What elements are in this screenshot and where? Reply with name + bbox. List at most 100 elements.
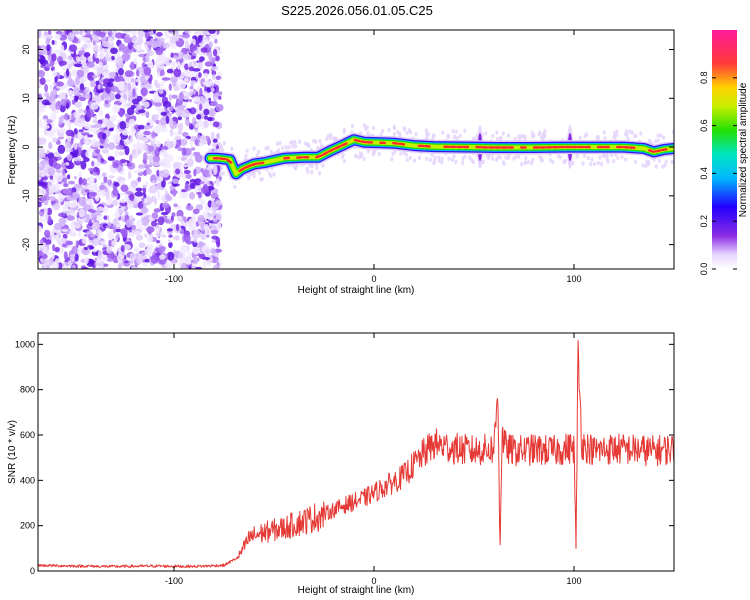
noise-blob (39, 239, 44, 245)
halo-dot (362, 156, 366, 161)
halo-dot (447, 134, 451, 139)
noise-blob (133, 230, 141, 236)
noise-blob (40, 159, 50, 165)
noise-blob (164, 261, 173, 268)
noise-blob (127, 232, 135, 238)
halo-dot (454, 129, 458, 134)
noise-blob (188, 221, 197, 231)
noise-blob (92, 248, 98, 253)
noise-blob (216, 133, 220, 140)
noise-blob (170, 52, 174, 58)
halo-dot (630, 130, 634, 135)
halo-dot (624, 157, 628, 162)
noise-blob (49, 112, 57, 122)
noise-blob (177, 122, 184, 132)
noise-blob (38, 182, 46, 187)
noise-blob (187, 91, 193, 97)
noise-blob (99, 240, 106, 245)
noise-blob (131, 149, 137, 156)
noise-blob (40, 260, 46, 264)
halo-dot (326, 134, 330, 139)
noise-blob (119, 199, 127, 204)
halo-dot (393, 126, 397, 131)
noise-blob (178, 50, 183, 60)
spectrogram-y-tick-label: 20 (21, 45, 31, 55)
noise-blob (172, 138, 177, 148)
noise-blob (131, 36, 139, 44)
noise-blob (165, 138, 170, 142)
halo-dot (247, 175, 251, 181)
noise-blob (126, 107, 135, 116)
halo-dot (293, 165, 297, 171)
halo-dot (586, 155, 590, 161)
noise-blob (214, 38, 218, 44)
halo-dot (321, 163, 325, 168)
halo-dot (284, 144, 288, 150)
noise-blob (119, 109, 124, 118)
halo-dot (542, 132, 546, 137)
signal-peak-segment (315, 154, 322, 159)
noise-blob (210, 248, 217, 255)
noise-blob (203, 115, 208, 120)
noise-blob (46, 35, 54, 39)
noise-blob (132, 143, 140, 150)
noise-blob (212, 217, 217, 223)
noise-blob (129, 154, 133, 163)
noise-blob (163, 30, 168, 35)
noise-blob (200, 198, 206, 206)
noise-blob (41, 124, 50, 130)
halo-dot (664, 159, 668, 164)
halo-dot (624, 131, 628, 137)
noise-blob (171, 94, 178, 99)
halo-dot (548, 158, 553, 163)
halo-dot (340, 154, 344, 160)
noise-blob (173, 68, 182, 78)
halo-dot (600, 161, 604, 167)
halo-dot (620, 154, 624, 159)
noise-blob (116, 233, 120, 239)
noise-blob (169, 128, 174, 137)
halo-dot (291, 144, 295, 149)
halo-dot (317, 171, 322, 176)
noise-blob (137, 109, 146, 114)
noise-blob (102, 244, 107, 248)
noise-blob (154, 148, 160, 157)
noise-blob (108, 239, 112, 248)
halo-dot (404, 152, 408, 158)
signal-peak-segment (251, 162, 258, 167)
noise-blob (95, 80, 100, 85)
noise-blob (128, 229, 133, 233)
noise-blob (38, 119, 43, 128)
noise-blob (166, 228, 173, 232)
halo-dot (656, 138, 660, 143)
halo-dot (657, 158, 661, 163)
noise-blob (147, 243, 153, 249)
halo-dot (245, 148, 249, 153)
noise-blob (183, 53, 192, 61)
noise-blob (144, 233, 148, 238)
halo-dot (538, 130, 542, 135)
noise-blob (210, 100, 218, 107)
noise-blob (67, 63, 73, 70)
halo-dot (364, 126, 368, 131)
halo-dot (603, 136, 607, 141)
halo-dot (259, 177, 263, 182)
noise-blob (106, 245, 112, 254)
halo-dot (405, 157, 409, 163)
noise-blob (67, 174, 71, 180)
halo-dot (601, 153, 605, 158)
noise-blob (78, 177, 83, 185)
halo-dot (392, 131, 396, 137)
noise-blob (148, 157, 154, 167)
noise-blob (134, 191, 144, 197)
noise-blob (102, 172, 106, 177)
noise-blob (44, 83, 48, 93)
noise-blob (202, 120, 209, 129)
signal-peak-segment (257, 161, 265, 165)
noise-blob (68, 229, 76, 237)
halo-dot (524, 155, 528, 161)
noise-blob (159, 254, 166, 260)
noise-blob (183, 77, 189, 83)
noise-blob (48, 185, 55, 195)
